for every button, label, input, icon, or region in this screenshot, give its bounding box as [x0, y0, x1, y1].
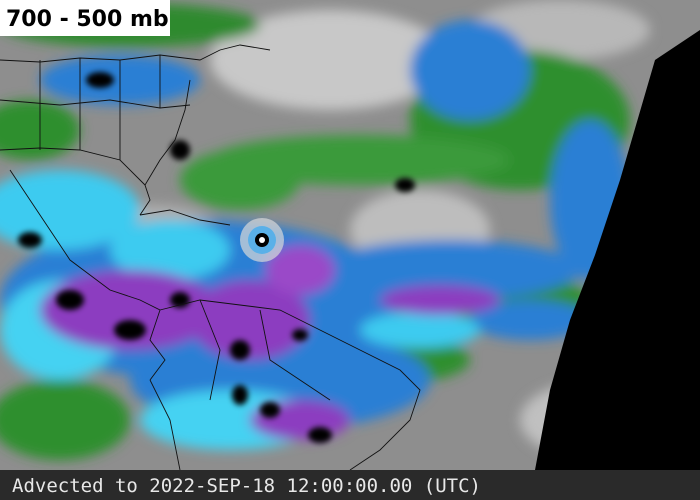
coastlines	[0, 44, 421, 470]
water-vapor-imagery	[0, 0, 700, 470]
title: 700 - 500 mb	[6, 7, 169, 32]
title-box	[0, 0, 170, 36]
footer-bar	[0, 470, 700, 500]
timestamp: Advected to 2022-SEP-18 12:00:00.00 (UTC…	[12, 475, 481, 497]
hurricane-swirl	[240, 218, 284, 262]
space-background	[535, 30, 700, 470]
